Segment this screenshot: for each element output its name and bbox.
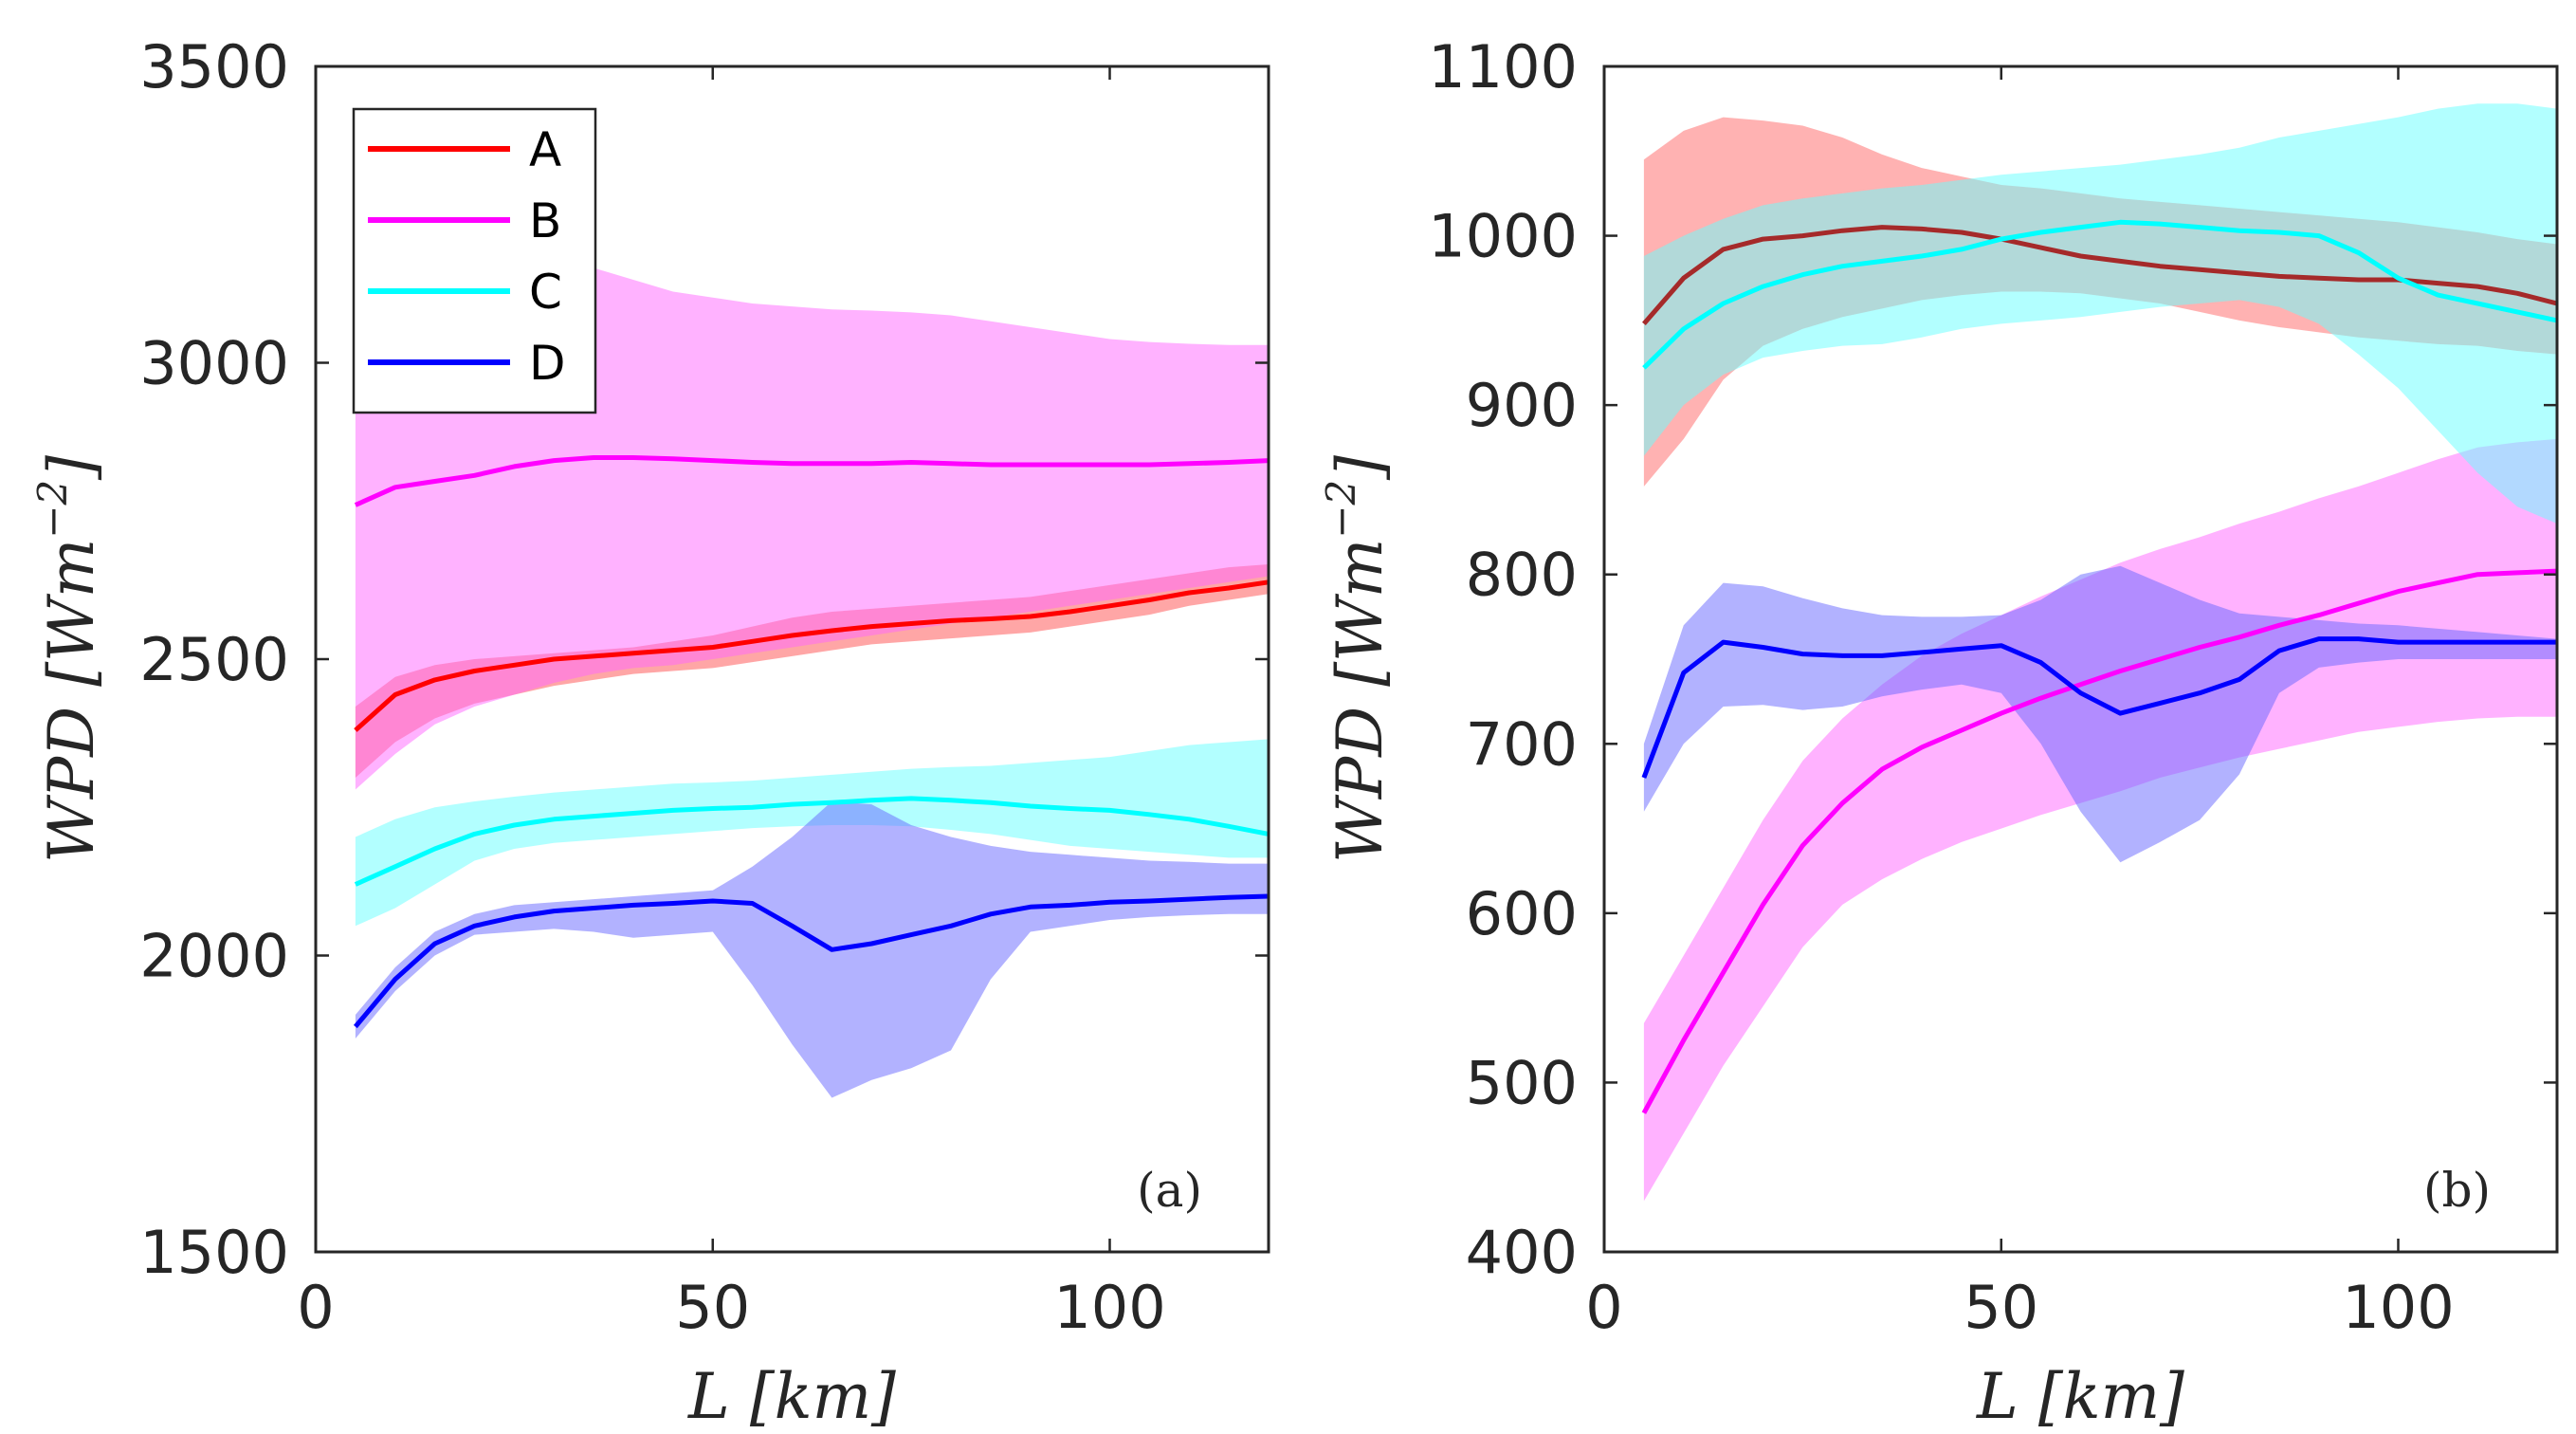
y-axis-label-a-exponent: −2 — [29, 480, 76, 539]
x-axis-label-a: L [km] — [687, 1360, 896, 1433]
x-axis-label-b: L [km] — [1976, 1360, 2184, 1433]
series-line-b-a — [354, 455, 1270, 507]
series-line-c-a — [354, 796, 1270, 887]
series-line-b-b — [1641, 568, 2558, 1114]
tick-group-a: 0 50 100 1500 2000 2500 3000 3500 — [139, 32, 1269, 1342]
y-axis-label-b-main: WPD [Wm — [1324, 539, 1397, 863]
x-tick-label-b-1: 50 — [1964, 1273, 2038, 1342]
y-tick-label-b-6: 1000 — [1428, 202, 1578, 271]
band-c-a — [355, 739, 1269, 927]
y-axis-label-b-close: ] — [1324, 455, 1397, 481]
y-tick-label-b-4: 800 — [1466, 541, 1578, 610]
band-c-b — [1643, 103, 2557, 524]
x-tick-label-b-2: 100 — [2342, 1273, 2454, 1342]
y-tick-label-a-0: 1500 — [139, 1218, 289, 1287]
panel-tag-a: (a) — [1137, 1163, 1202, 1218]
axis-frame-a — [314, 64, 1270, 1254]
band-d-a — [355, 801, 1269, 1098]
x-tick-label-a-0: 0 — [297, 1273, 334, 1342]
y-axis-label-b: WPD [Wm−2] — [1318, 455, 1397, 863]
y-tick-label-a-1: 2000 — [139, 922, 289, 991]
y-tick-label-b-1: 500 — [1466, 1048, 1578, 1117]
series-line-d-b — [1641, 636, 2557, 779]
y-tick-label-b-3: 700 — [1466, 709, 1578, 779]
y-tick-label-b-2: 600 — [1466, 879, 1578, 948]
line-group-b — [1641, 219, 2558, 1114]
series-line-c-b — [1642, 219, 2558, 370]
x-tick-label-a-1: 50 — [675, 1273, 750, 1342]
y-axis-label-a-close: ] — [35, 455, 108, 481]
y-tick-label-b-0: 400 — [1466, 1218, 1578, 1287]
legend-label-c: C — [529, 265, 562, 320]
series-line-d-a — [353, 893, 1270, 1029]
x-tick-label-a-2: 100 — [1053, 1273, 1165, 1342]
y-tick-label-b-7: 1100 — [1428, 32, 1578, 101]
y-axis-label-a: WPD [Wm−2] — [29, 455, 108, 863]
y-axis-label-b-exponent: −2 — [1318, 480, 1364, 539]
x-tick-label-b-0: 0 — [1585, 1273, 1622, 1342]
y-tick-label-a-2: 2500 — [139, 625, 289, 694]
panel-tag-b: (b) — [2423, 1163, 2491, 1218]
line-group-a — [353, 455, 1270, 1029]
legend-label-a: A — [529, 122, 561, 177]
legend-label-b: B — [529, 193, 561, 248]
y-tick-label-a-4: 3500 — [139, 32, 289, 101]
series-line-a-a — [354, 579, 1270, 732]
y-axis-label-a-main: WPD [Wm — [35, 539, 108, 863]
tick-group-b: 0 50 100 400 500 600 700 800 900 1000 1100 — [1428, 32, 2557, 1342]
y-tick-label-b-5: 900 — [1466, 371, 1578, 440]
y-tick-label-a-3: 3000 — [139, 329, 289, 398]
chart-panel-a: 0 50 100 1500 2000 2500 3000 3500 L [km] WPD [W… — [29, 32, 1270, 1433]
axis-frame-b — [1602, 64, 2559, 1254]
legend-label-d: D — [529, 336, 566, 391]
